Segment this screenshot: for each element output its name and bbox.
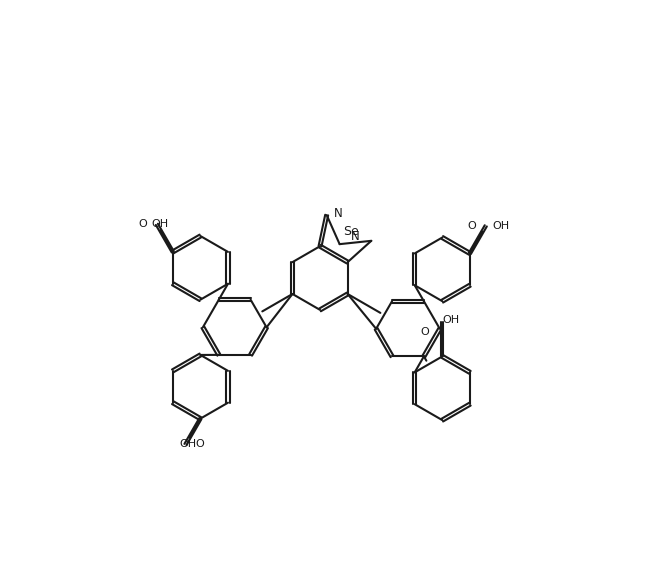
Text: Se: Se xyxy=(344,225,359,238)
Text: OH: OH xyxy=(493,221,510,231)
Text: N: N xyxy=(350,231,359,243)
Text: OH: OH xyxy=(151,219,168,229)
Text: O: O xyxy=(139,219,147,229)
Text: O: O xyxy=(195,439,204,450)
Text: OH: OH xyxy=(180,439,197,450)
Text: O: O xyxy=(420,327,429,336)
Text: O: O xyxy=(468,221,477,231)
Text: N: N xyxy=(334,206,343,220)
Text: OH: OH xyxy=(442,314,459,325)
